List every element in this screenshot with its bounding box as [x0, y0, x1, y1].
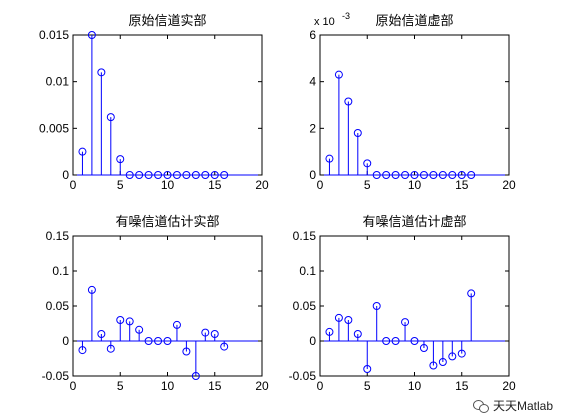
chart-title: 有噪信道估计虚部 [362, 214, 466, 229]
y-tick-label: -0.05 [42, 369, 70, 383]
y-tick-label: 0 [62, 334, 69, 348]
y-tick-label: 0 [309, 168, 316, 182]
x-tick-label: 20 [502, 178, 516, 192]
x-tick-label: 5 [364, 178, 371, 192]
watermark: 天天Matlab [473, 397, 553, 414]
y-tick-label: 2 [309, 121, 316, 135]
y-tick-label: 0.1 [299, 264, 316, 278]
y-tick-label: 0 [62, 168, 69, 182]
wechat-logo-icon [473, 399, 489, 413]
y-tick-label: 4 [309, 75, 316, 89]
chart-title: 有噪信道估计实部 [115, 214, 219, 229]
chart-panel-1: 0 5 10 15 20 0 0.005 0.01 0.015 原始信道实部 [39, 13, 269, 192]
chart-panel-2: 0 5 10 15 20 0 2 4 6 原始信道虚部 x 10 -3 [309, 11, 516, 192]
chart-title: 原始信道实部 [128, 13, 206, 28]
y-tick-label: 0.1 [52, 264, 69, 278]
y-tick-label: 0.01 [46, 75, 70, 89]
x-tick-label: 10 [408, 178, 422, 192]
y-tick-label: 0.05 [293, 299, 317, 313]
x-tick-label: 0 [317, 379, 324, 393]
x-tick-label: 10 [408, 379, 422, 393]
x-tick-label: 20 [255, 379, 269, 393]
x-tick-label: 15 [208, 379, 222, 393]
watermark-text: 天天Matlab [493, 397, 553, 414]
x-tick-label: 15 [455, 379, 469, 393]
x-tick-label: 0 [70, 379, 77, 393]
x-tick-label: 20 [255, 178, 269, 192]
x-tick-label: 5 [117, 178, 124, 192]
y-tick-label: 0.15 [293, 229, 317, 243]
x-tick-label: 10 [161, 178, 175, 192]
axes-box [320, 236, 509, 376]
x-tick-label: 5 [364, 379, 371, 393]
y-tick-label: 6 [309, 28, 316, 42]
y-tick-label: 0.15 [46, 229, 70, 243]
axis-exponent-power: -3 [342, 11, 350, 21]
y-tick-label: 0.05 [46, 299, 70, 313]
x-tick-label: 15 [208, 178, 222, 192]
x-tick-label: 5 [117, 379, 124, 393]
x-tick-label: 20 [502, 379, 516, 393]
x-tick-label: 15 [455, 178, 469, 192]
y-tick-label: 0.005 [39, 121, 69, 135]
x-tick-label: 0 [317, 178, 324, 192]
y-tick-label: -0.05 [289, 369, 317, 383]
chart-title: 原始信道虚部 [375, 13, 453, 28]
y-tick-label: 0.015 [39, 28, 69, 42]
axes-box [73, 236, 262, 376]
y-tick-label: 0 [309, 334, 316, 348]
x-tick-label: 0 [70, 178, 77, 192]
x-tick-label: 10 [161, 379, 175, 393]
axis-exponent-label: x 10 [314, 16, 335, 28]
